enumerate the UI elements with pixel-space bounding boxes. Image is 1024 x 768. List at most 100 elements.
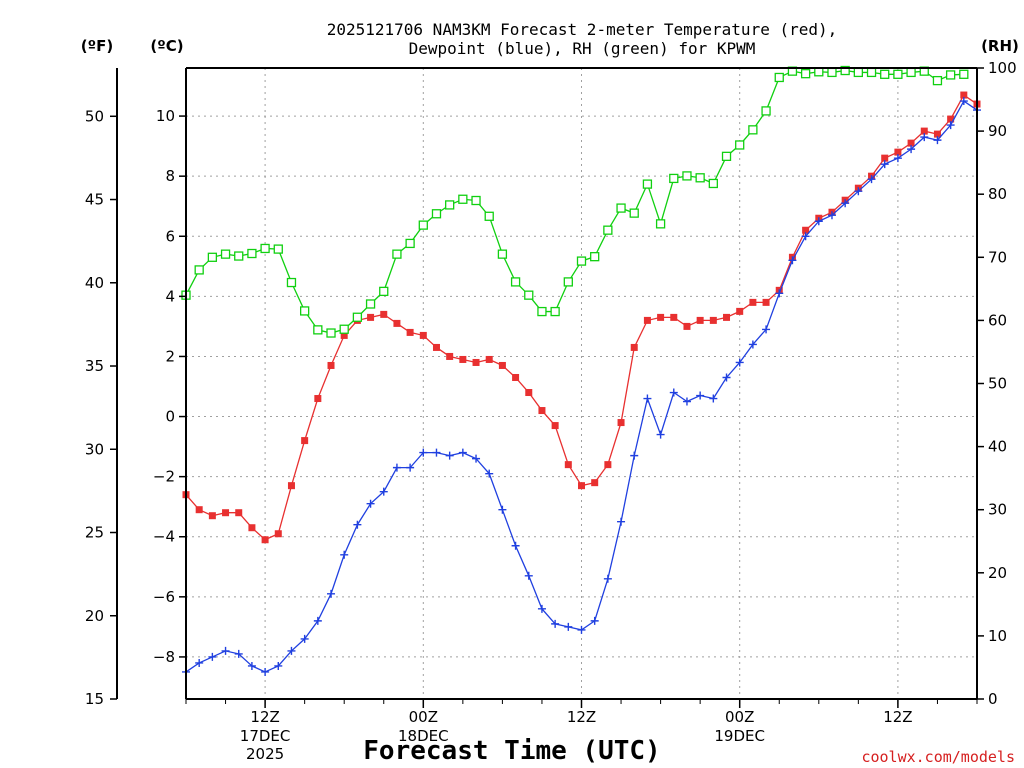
rh-point	[273, 244, 283, 254]
temperature-point	[195, 506, 203, 514]
rh-point	[590, 252, 600, 262]
temperature-point	[894, 148, 902, 156]
rh-point	[537, 306, 547, 317]
dewpoint-point	[340, 550, 349, 559]
rh-tick-label: 70	[988, 248, 1007, 266]
temperature-point	[208, 512, 216, 520]
rh-point	[866, 67, 877, 78]
x-tick-label: 12Z	[883, 708, 912, 726]
temperature-point	[762, 298, 770, 306]
fahrenheit-unit-label: (ºF)	[81, 37, 113, 55]
dewpoint-point	[841, 199, 850, 208]
temperature-point	[472, 358, 480, 366]
temperature-point	[802, 226, 810, 234]
rh-point	[286, 277, 297, 288]
temperature-point	[498, 361, 506, 369]
credit-link[interactable]: coolwx.com/models	[861, 748, 1015, 766]
dewpoint-point	[419, 448, 428, 457]
dewpoint-point	[801, 232, 810, 241]
rh-point	[445, 200, 455, 210]
temperature-point	[432, 343, 440, 351]
temperature-point	[920, 127, 928, 135]
celsius-tick-label: 6	[165, 227, 175, 245]
rh-unit-label: (RH)	[981, 37, 1019, 55]
dewpoint-point	[551, 619, 560, 628]
dewpoint-point	[327, 589, 336, 598]
rh-point	[761, 106, 771, 116]
x-tick-date-label: 17DEC	[240, 727, 291, 745]
temperature-point	[393, 319, 401, 327]
x-tick-label: 00Z	[725, 708, 754, 726]
fahrenheit-tick-label: 30	[85, 440, 104, 458]
dewpoint-point	[511, 541, 520, 550]
x-axis-title: Forecast Time (UTC)	[363, 736, 660, 766]
dewpoint-point	[379, 487, 388, 496]
dewpoint-point	[261, 667, 270, 676]
rh-tick-label: 100	[988, 59, 1017, 77]
dewpoint-point	[827, 211, 836, 220]
fahrenheit-tick-label: 15	[85, 690, 104, 708]
dewpoint-point	[709, 394, 718, 403]
dewpoint-point	[643, 394, 652, 403]
x-tick-label: 12Z	[567, 708, 596, 726]
rh-point	[880, 69, 890, 79]
dewpoint-point	[221, 646, 230, 655]
rh-point	[827, 67, 837, 78]
celsius-tick-label: 2	[165, 347, 175, 365]
temperature-point	[960, 91, 968, 99]
temperature-point	[657, 313, 665, 321]
rh-tick-label: 60	[988, 311, 1007, 329]
dewpoint-point	[353, 520, 362, 529]
rh-point	[352, 312, 363, 322]
temperature-point	[933, 130, 941, 138]
x-tick-date-label: 19DEC	[714, 727, 765, 745]
dewpoint-point	[946, 121, 955, 130]
x-tick-date-label: 18DEC	[398, 727, 449, 745]
rh-tick-label: 80	[988, 185, 1007, 203]
dewpoint-point	[590, 616, 599, 625]
temperature-point	[446, 352, 454, 360]
rh-point	[682, 171, 692, 181]
temperature-point	[683, 322, 691, 330]
rh-point	[721, 151, 732, 161]
rh-tick-label: 10	[988, 627, 1007, 645]
celsius-tick-label: −2	[153, 468, 175, 486]
temperature-point	[749, 298, 757, 306]
rh-point	[669, 173, 679, 184]
dewpoint-point	[485, 469, 494, 478]
rh-point	[655, 219, 666, 229]
dewpoint-point	[788, 256, 797, 265]
dewpoint-point	[537, 604, 546, 613]
rh-point	[379, 286, 389, 297]
rh-point	[563, 277, 573, 287]
rh-tick-label: 40	[988, 438, 1007, 456]
dewpoint-point	[959, 97, 968, 106]
rh-point	[959, 69, 969, 79]
dewpoint-point	[577, 625, 586, 634]
x-tick-label: 12Z	[250, 708, 279, 726]
rh-point	[194, 265, 204, 275]
temperature-point	[235, 509, 243, 517]
fahrenheit-tick-label: 35	[85, 357, 104, 375]
celsius-tick-label: 8	[165, 167, 175, 185]
dewpoint-point	[907, 145, 916, 154]
celsius-tick-label: 0	[165, 408, 175, 426]
dewpoint-point	[498, 505, 507, 514]
dewpoint-point	[669, 388, 678, 397]
temperature-point	[327, 361, 335, 369]
rh-point	[260, 243, 270, 254]
rh-point	[207, 252, 218, 262]
rh-point	[774, 72, 784, 83]
fahrenheit-tick-label: 50	[85, 107, 104, 125]
dewpoint-point	[274, 661, 283, 670]
rh-point	[840, 65, 850, 76]
dewpoint-point	[867, 175, 876, 184]
x-tick-label: 00Z	[409, 708, 438, 726]
temperature-point	[907, 139, 915, 147]
dewpoint-point	[406, 463, 415, 472]
temperature-point	[643, 316, 651, 324]
rh-point	[550, 306, 560, 317]
rh-point	[893, 69, 903, 79]
dewpoint-point	[247, 661, 256, 670]
